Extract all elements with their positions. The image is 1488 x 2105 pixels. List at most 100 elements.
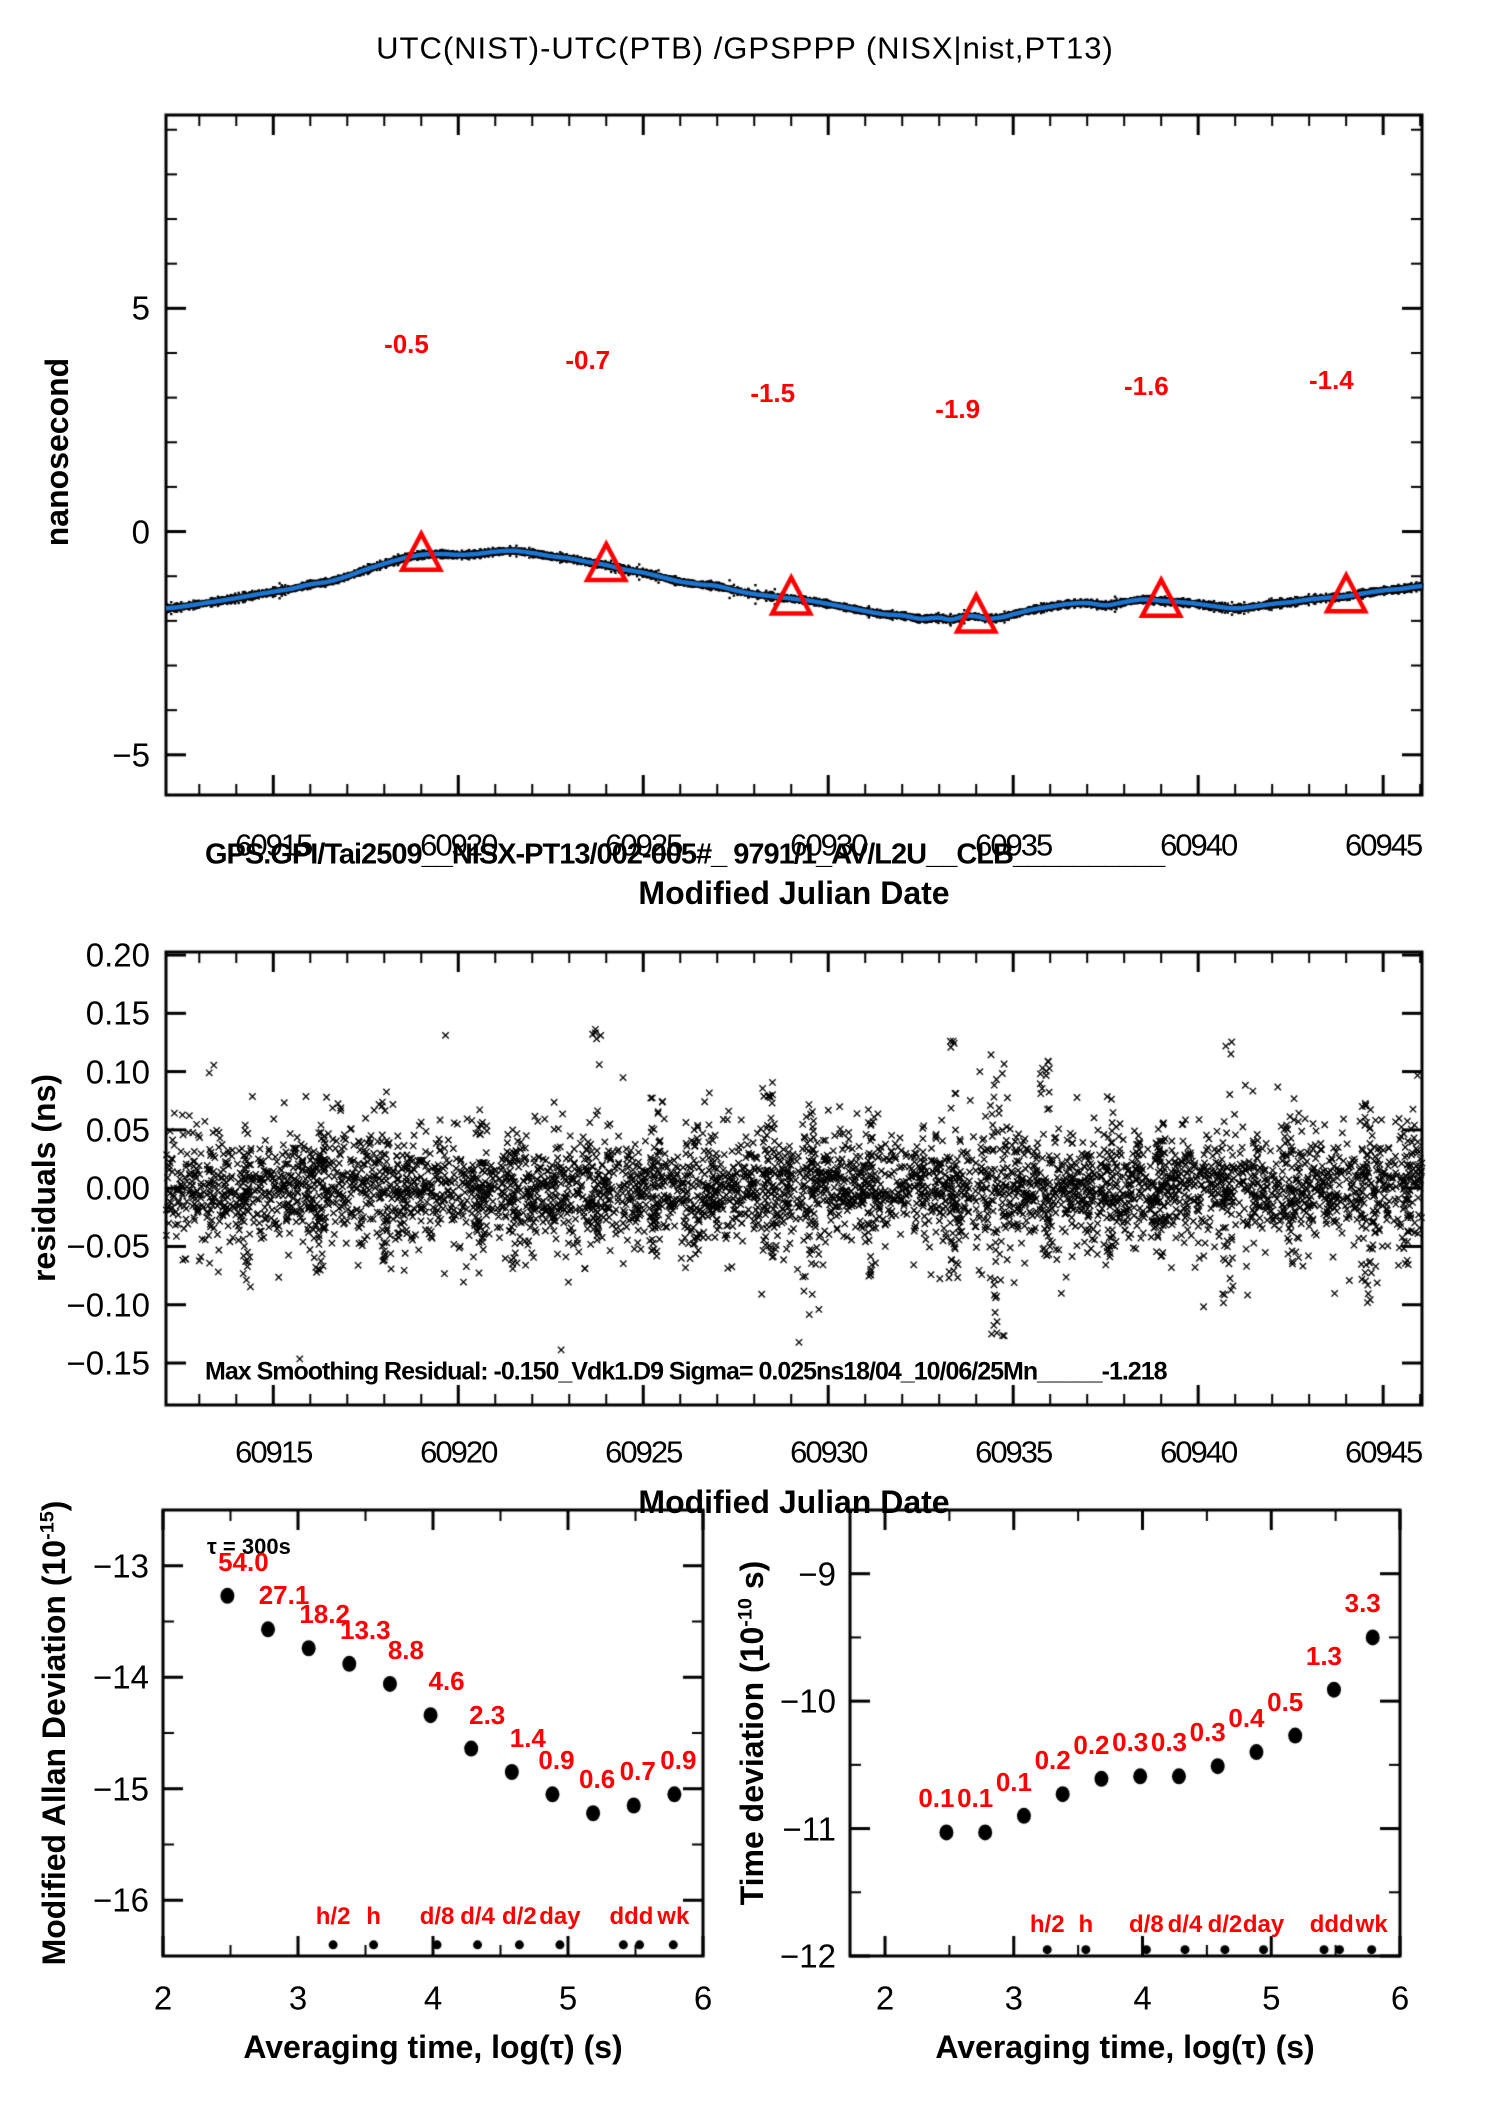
p3-x-axis-title: Averaging time, log(τ) (s) bbox=[243, 2029, 623, 2065]
p2-x-axis-title: Modified Julian Date bbox=[638, 1484, 950, 1520]
p3-point-value-label: 18.2 bbox=[299, 1599, 350, 1630]
p3-x-tick-label: 4 bbox=[423, 1979, 443, 2017]
p4-point-value-label: 0.4 bbox=[1228, 1703, 1265, 1734]
p3-point-value-label: 0.9 bbox=[660, 1745, 697, 1776]
p1-value-label: -0.7 bbox=[565, 344, 611, 375]
p4-point-value-label: 0.5 bbox=[1267, 1686, 1304, 1717]
p4-point-value-label: 0.3 bbox=[1189, 1717, 1226, 1748]
p4-y-tick-label: −11 bbox=[782, 1810, 836, 1848]
p1-value-label: -1.6 bbox=[1123, 371, 1169, 402]
p1-y-axis-title: nanosecond bbox=[39, 357, 75, 547]
p4-x-tick-label: 2 bbox=[875, 1979, 895, 2017]
p3-tau-note: τ = 300s bbox=[207, 1534, 291, 1559]
p2-x-tick-label: 60940 bbox=[1160, 1434, 1238, 1470]
p3-point-value-label: 13.3 bbox=[339, 1614, 391, 1645]
p3-point-value-label: 1.4 bbox=[509, 1723, 546, 1754]
p3-point-value-label: 27.1 bbox=[258, 1580, 310, 1611]
p3-x-tick-label: 5 bbox=[558, 1979, 578, 2017]
p3-y-tick-label: −16 bbox=[93, 1881, 149, 1919]
p4-x-tick-label: 5 bbox=[1262, 1979, 1281, 2017]
p2-x-tick-label: 60945 bbox=[1345, 1434, 1423, 1470]
p3-point-value-label: 0.9 bbox=[538, 1745, 575, 1776]
p2-x-tick-label: 60925 bbox=[605, 1434, 683, 1470]
p4-point-value-label: 0.3 bbox=[1112, 1727, 1149, 1758]
p4-time-scale-label: day bbox=[1242, 1911, 1285, 1939]
p2-x-tick-label: 60935 bbox=[975, 1434, 1053, 1470]
p4-point-value-label: 0.2 bbox=[1073, 1729, 1110, 1760]
p3-time-scale-label: h bbox=[366, 1902, 381, 1930]
p4-y-tick-label: −12 bbox=[780, 1937, 836, 1975]
p1-x-axis-title: Modified Julian Date bbox=[638, 875, 950, 911]
p1-x-tick-label: 60940 bbox=[1160, 827, 1238, 863]
p1-x-tick-label: 60935 bbox=[975, 827, 1053, 863]
p4-time-scale-label: ddd bbox=[1309, 1911, 1354, 1939]
p1-x-tick-label: 60930 bbox=[790, 827, 868, 863]
p4-time-scale-label: h/2 bbox=[1029, 1911, 1065, 1939]
p1-value-label: -1.4 bbox=[1308, 364, 1354, 395]
p3-point-value-label: 0.6 bbox=[579, 1764, 616, 1795]
p3-point-value-label: 0.7 bbox=[619, 1756, 656, 1787]
p4-y-tick-label: −9 bbox=[798, 1555, 836, 1593]
p4-y-axis-title: Time deviation (10-10 s) bbox=[734, 1560, 770, 1906]
p3-point-value-label: 8.8 bbox=[387, 1634, 424, 1665]
p2-y-tick-label: −0.10 bbox=[66, 1286, 151, 1324]
p4-x-tick-label: 3 bbox=[1004, 1979, 1023, 2017]
p1-x-tick-label: 60915 bbox=[235, 827, 313, 863]
p1-value-label: -0.5 bbox=[384, 329, 429, 360]
p1-y-tick-label: 5 bbox=[131, 289, 150, 327]
p4-time-scale-label: d/4 bbox=[1167, 1911, 1203, 1939]
p3-x-tick-label: 2 bbox=[153, 1979, 173, 2017]
p4-point-value-label: 1.3 bbox=[1305, 1640, 1343, 1671]
p2-y-tick-label: −0.15 bbox=[66, 1344, 151, 1382]
p3-y-tick-label: −13 bbox=[93, 1547, 149, 1585]
p3-time-scale-label: d/8 bbox=[419, 1902, 455, 1930]
p2-x-tick-label: 60930 bbox=[790, 1434, 868, 1470]
p3-time-scale-label: d/2 bbox=[502, 1902, 537, 1930]
p3-time-scale-label: day bbox=[539, 1902, 581, 1930]
p2-y-tick-label: 0.20 bbox=[85, 936, 150, 974]
p3-x-tick-label: 3 bbox=[288, 1979, 308, 2017]
p4-x-tick-label: 6 bbox=[1390, 1979, 1410, 2017]
p4-point-value-label: 3.3 bbox=[1344, 1588, 1381, 1619]
p4-time-scale-label: wk bbox=[1355, 1911, 1388, 1939]
p3-time-scale-label: wk bbox=[657, 1902, 690, 1930]
p4-y-tick-label: −10 bbox=[780, 1682, 836, 1720]
p4-time-scale-label: h bbox=[1078, 1911, 1094, 1939]
p1-value-label: -1.9 bbox=[935, 393, 981, 424]
p1-inplot-note: GPS.GPI/Tai2509__NISX-PT13/002-005#_ 979… bbox=[205, 838, 1165, 871]
p2-y-axis-title: residuals (ns) bbox=[26, 1073, 62, 1283]
p4-point-value-label: 0.1 bbox=[918, 1783, 955, 1814]
p1-x-tick-label: 60925 bbox=[605, 827, 683, 863]
p4-point-value-label: 0.1 bbox=[957, 1783, 994, 1814]
p3-point-value-label: 2.3 bbox=[469, 1699, 506, 1730]
p4-point-value-label: 0.2 bbox=[1034, 1745, 1071, 1776]
p2-y-tick-label: 0.15 bbox=[85, 994, 150, 1032]
p1-value-label: -1.5 bbox=[750, 378, 796, 409]
p3-y-tick-label: −15 bbox=[93, 1770, 149, 1808]
p2-y-tick-label: 0.10 bbox=[85, 1053, 150, 1091]
p1-y-tick-label: −5 bbox=[112, 736, 150, 774]
chart-title: UTC(NIST)-UTC(PTB) /GPSPPP (NISX|nist,PT… bbox=[376, 30, 1114, 66]
p2-y-tick-label: 0.00 bbox=[85, 1169, 150, 1207]
p2-x-tick-label: 60920 bbox=[420, 1434, 498, 1470]
p3-x-tick-label: 6 bbox=[693, 1979, 713, 2017]
p1-y-tick-label: 0 bbox=[131, 513, 150, 551]
p4-time-scale-label: d/2 bbox=[1207, 1911, 1243, 1939]
p4-x-axis-title: Averaging time, log(τ) (s) bbox=[935, 2029, 1315, 2065]
p1-x-tick-label: 60920 bbox=[420, 827, 498, 863]
p2-y-tick-label: −0.05 bbox=[66, 1227, 151, 1265]
p3-time-scale-label: ddd bbox=[609, 1902, 654, 1930]
p4-point-value-label: 0.1 bbox=[995, 1766, 1032, 1797]
p2-x-tick-label: 60915 bbox=[235, 1434, 313, 1470]
p2-inplot-note: Max Smoothing Residual: -0.150_Vdk1.D9 S… bbox=[205, 1357, 1168, 1386]
p4-time-scale-label: d/8 bbox=[1129, 1911, 1164, 1939]
p3-time-scale-label: h/2 bbox=[315, 1902, 351, 1930]
p3-y-tick-label: −14 bbox=[93, 1658, 149, 1696]
p4-x-tick-label: 4 bbox=[1133, 1979, 1152, 2017]
p3-point-value-label: 4.6 bbox=[428, 1666, 465, 1697]
p1-x-tick-label: 60945 bbox=[1345, 827, 1423, 863]
p3-time-scale-label: d/4 bbox=[460, 1902, 495, 1930]
p3-y-axis-title: Modified Allan Deviation (10-15) bbox=[36, 1500, 72, 1966]
